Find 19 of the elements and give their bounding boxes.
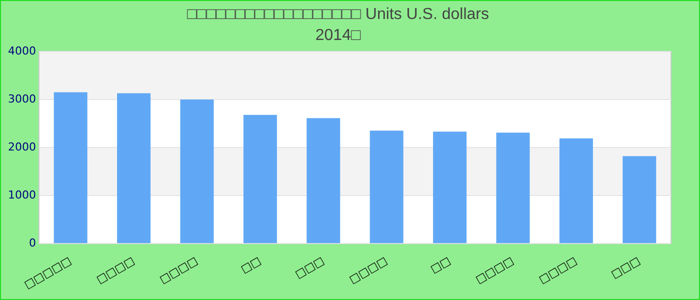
bar [496, 132, 530, 244]
chart-subtitle: 2014□ [315, 27, 361, 44]
y-tick-label: 0 [28, 236, 36, 250]
y-tick-label: 3000 [8, 92, 36, 106]
chart-title: □□□□□□□□□□□□□□□□□□ Units U.S. dollars [187, 6, 489, 24]
x-tick-label: □□ [428, 254, 453, 276]
bar [433, 132, 467, 244]
bar [306, 118, 340, 244]
bar [559, 138, 593, 244]
x-tick-label: □□ [238, 254, 264, 276]
y-tick-label: 4000 [8, 44, 36, 58]
bar [243, 114, 277, 244]
bar [117, 93, 151, 244]
bar [54, 92, 88, 244]
bar [180, 99, 214, 244]
y-tick-label: 2000 [8, 140, 36, 154]
y-tick-label: 1000 [8, 188, 36, 202]
bar [370, 130, 404, 244]
bar [622, 156, 656, 244]
